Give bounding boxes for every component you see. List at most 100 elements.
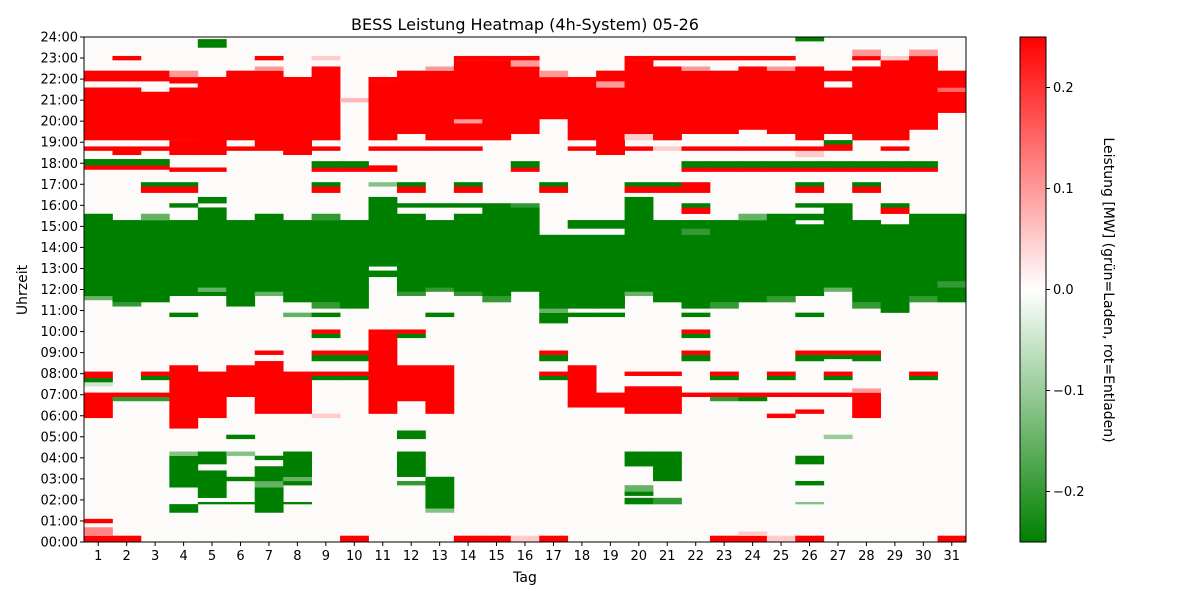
heatmap-cell (226, 476, 256, 482)
heatmap-cell (795, 146, 825, 151)
heatmap-cell (510, 60, 540, 67)
heatmap-cell (880, 224, 910, 309)
heatmap-cell (681, 329, 711, 334)
y-tick-label: 20:00 (41, 115, 78, 130)
heatmap-cell (510, 203, 540, 208)
heatmap-cell (510, 66, 540, 134)
y-tick-label: 07:00 (41, 388, 78, 403)
y-tick-label: 00:00 (41, 536, 78, 551)
heatmap-cell (738, 66, 768, 124)
heatmap-cell (909, 167, 938, 172)
heatmap-cell (738, 55, 768, 61)
colorbar-tick-label: 0.0 (1053, 283, 1074, 298)
heatmap-cell (909, 123, 938, 130)
heatmap-cell (112, 392, 142, 398)
heatmap-cell (169, 182, 199, 187)
heatmap-cell (254, 70, 284, 151)
y-tick-label: 14:00 (41, 241, 78, 256)
heatmap-cell (681, 55, 711, 61)
heatmap-cell (709, 220, 739, 303)
x-axis-label: Tag (512, 570, 537, 586)
heatmap-cell (311, 66, 341, 141)
heatmap-cell (453, 55, 483, 61)
heatmap-cell (709, 55, 739, 61)
y-tick-label: 05:00 (41, 430, 78, 445)
heatmap-cell (709, 146, 739, 151)
heatmap-cell (624, 291, 654, 297)
y-axis-label: Uhrzeit (15, 264, 31, 315)
y-tick-label: 08:00 (41, 367, 78, 382)
heatmap-cell (653, 371, 682, 376)
heatmap-cell (140, 70, 170, 82)
heatmap-cell (766, 392, 796, 398)
heatmap-cell (311, 182, 341, 187)
heatmap-cell (84, 146, 113, 151)
heatmap-cell (482, 535, 512, 542)
heatmap-cell (909, 55, 938, 124)
heatmap-cell (311, 350, 341, 355)
heatmap-cell (425, 365, 455, 414)
heatmap-cell (340, 98, 369, 103)
y-tick-label: 24:00 (41, 31, 78, 46)
y-tick-label: 12:00 (41, 283, 78, 298)
heatmap-cell (169, 312, 199, 318)
x-tick-label: 18 (574, 549, 591, 564)
heatmap-cell (368, 146, 398, 151)
heatmap-cell (311, 213, 341, 221)
heatmap-cell (482, 55, 512, 61)
y-tick-label: 13:00 (41, 262, 78, 277)
heatmap-cell (84, 518, 113, 524)
heatmap-cell (425, 476, 455, 509)
heatmap-cell (84, 87, 113, 141)
heatmap-cell (909, 49, 938, 57)
heatmap-cell (140, 375, 170, 381)
heatmap-cell (681, 333, 711, 339)
heatmap-cell (396, 451, 426, 477)
x-tick-label: 22 (687, 549, 704, 564)
heatmap-cell (709, 396, 739, 402)
y-tick-label: 22:00 (41, 73, 78, 88)
heatmap-cell (140, 182, 170, 187)
heatmap-cell (140, 392, 170, 398)
x-tick-label: 24 (744, 549, 761, 564)
heatmap-cell (169, 87, 199, 141)
heatmap-cell (396, 430, 426, 440)
heatmap-cell (197, 207, 227, 288)
heatmap-cell (425, 287, 455, 292)
heatmap-cell (909, 213, 938, 297)
heatmap-cell (880, 308, 910, 313)
heatmap-cell (539, 375, 569, 381)
heatmap-cell (852, 302, 882, 309)
heatmap-cell (709, 302, 739, 309)
heatmap-cell (937, 91, 966, 113)
heatmap-cell (795, 455, 825, 465)
heatmap-cell (709, 392, 739, 398)
heatmap-cell (624, 485, 654, 492)
heatmap-cell (624, 146, 654, 151)
heatmap-cell (340, 350, 369, 355)
heatmap-cell (795, 186, 825, 193)
chart-title: BESS Leistung Heatmap (4h-System) 05-26 (351, 15, 699, 34)
heatmap-cell (653, 146, 682, 151)
heatmap-cell (425, 66, 455, 71)
heatmap-cell (311, 329, 341, 334)
heatmap-cell (852, 388, 882, 393)
heatmap-cell (624, 281, 654, 292)
heatmap-cell (852, 182, 882, 187)
heatmap-cell (226, 220, 256, 278)
heatmap-cell (482, 203, 512, 208)
heatmap-cell (681, 220, 711, 229)
heatmap-cell (84, 165, 113, 170)
colorbar-ticks: 0.2 0.1 0.0 −0.1 −0.2 (1046, 81, 1085, 500)
x-tick-label: 4 (179, 549, 187, 564)
heatmap-cell (681, 167, 711, 172)
heatmap-cell (823, 375, 853, 381)
heatmap-cell (539, 186, 569, 193)
heatmap-cell (482, 295, 512, 303)
heatmap-cell (823, 167, 853, 172)
heatmap-cell (596, 81, 625, 88)
heatmap-cell (84, 371, 113, 379)
x-tick-label: 17 (545, 549, 562, 564)
x-tick-label: 31 (944, 549, 961, 564)
heatmap-cell (823, 354, 853, 360)
